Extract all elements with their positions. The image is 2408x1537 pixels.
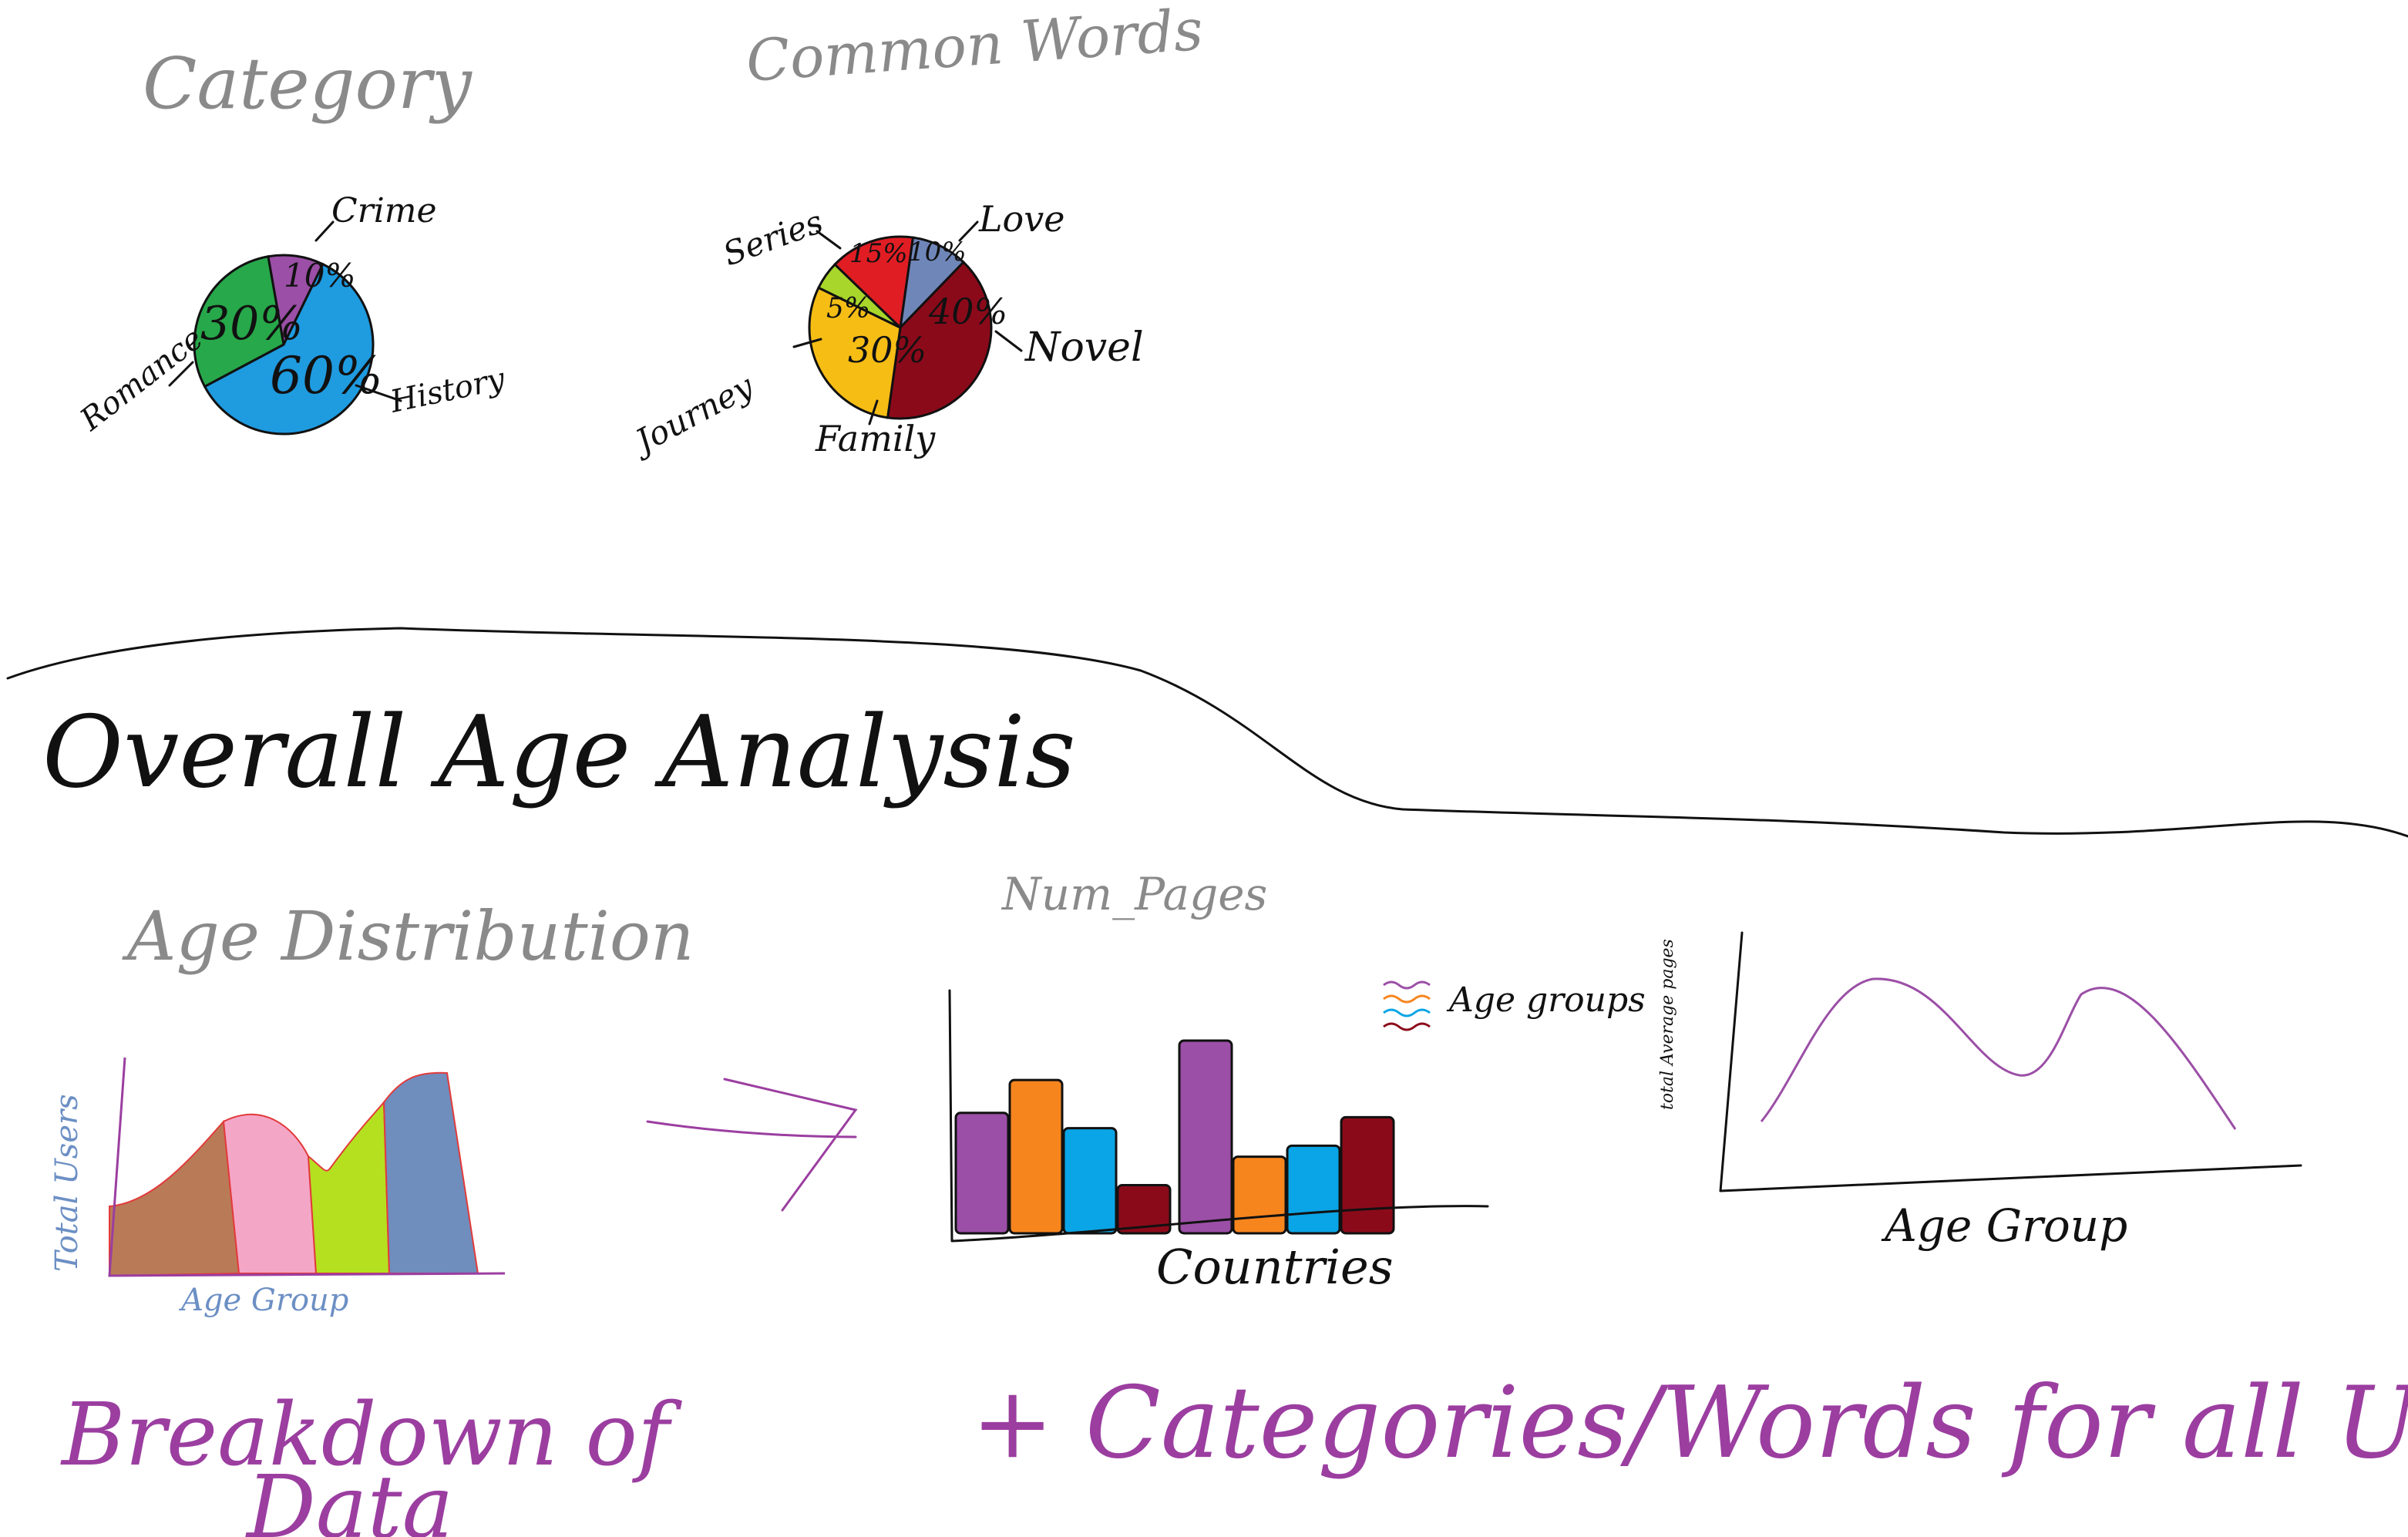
age-area-segment-1 [109,1119,240,1277]
breakdown-note-continued: Data [245,1458,453,1537]
countries-axis-label: Countries [1156,1239,1394,1295]
total-users-axis-label: Total Users [49,1094,85,1272]
age-distribution-areas [109,1071,479,1277]
pie-slice-novel [886,260,993,420]
legend-title: Age groups [1446,980,1646,1020]
bar-group-2-series-4 [1340,1115,1395,1235]
line-chart-y-label: total Average pages [1658,939,1677,1110]
average-pages-line-chart: total Average pages Age Group [1658,931,2302,1252]
category-pie-chart: Category 10% 60% 30% Crime History Roman… [73,42,509,438]
arrow-icon [646,1078,858,1212]
category-title: Category [143,42,473,125]
age-distribution-axes [108,1057,506,1277]
common-words-pie-slices [808,235,993,420]
romance-label: Romance [73,321,210,438]
novel-slice-value: 40% [928,291,1007,332]
pie-slice-family [808,286,902,419]
line-chart-axes [1719,931,2302,1192]
bar-group-1-series-4 [1116,1184,1172,1235]
love-label: Love [978,198,1064,240]
journey-label: Journey [624,367,761,463]
categories-words-note: + Categories/Words for all Users [971,1366,2408,1481]
legend-swatch-2 [1383,994,1431,1004]
age-distribution-title: Age Distribution [122,896,694,976]
age-groups-legend [1383,980,1431,1031]
age-area-segment-2 [222,1113,318,1274]
journey-slice-value: 5% [826,293,870,325]
common-words-title: Common Words [744,0,1205,95]
bar-group-2-series-2 [1232,1155,1287,1235]
age-area-segment-3 [307,1100,391,1274]
num-pages-axes [948,989,1489,1243]
breakdown-note: Breakdown of [60,1385,683,1485]
age-distribution-chart: Age Distribution Total Users Age Group [49,896,694,1318]
history-label: History [387,361,510,420]
series-label: Series [718,203,828,274]
num-pages-chart: Num_Pages Countries Age groups [948,868,1646,1295]
family-label: Family [815,418,936,459]
crime-slice-value: 10% [284,257,355,294]
line-chart-curve [1760,977,2237,1130]
history-slice-value: 60% [270,346,383,405]
legend-swatch-1 [1383,980,1431,990]
pie-slice-series [832,235,915,331]
romance-slice-value: 30% [200,297,303,351]
common-words-pie-chart: Common Words 10% 40% 30% 5% 15% Love Nov… [624,0,1206,463]
bar-group-2-series-3 [1286,1144,1341,1235]
pie-slice-history [203,262,375,436]
novel-label: Novel [1024,325,1144,371]
section-divider-line [6,627,2408,838]
crime-label: Crime [331,191,437,230]
age-area-segment-4 [382,1071,479,1274]
bar-group-1-series-3 [1062,1127,1118,1235]
num-pages-title: Num_Pages [1001,868,1267,920]
legend-swatch-4 [1383,1022,1431,1031]
family-slice-value: 30% [848,329,927,371]
pie-slice-romance [193,255,285,388]
series-slice-value: 15% [849,238,908,269]
category-pie-slices [193,254,375,436]
bar-group-1-series-2 [1008,1078,1064,1235]
age-group-axis-label: Age Group [178,1283,348,1318]
num-pages-bars [954,1039,1395,1235]
line-chart-x-label: Age Group [1881,1199,2127,1252]
legend-swatch-3 [1383,1008,1431,1017]
bar-group-1-series-1 [954,1112,1010,1235]
bar-group-2-series-1 [1178,1039,1233,1235]
overall-age-analysis-title: Overall Age Analysis [42,695,1076,810]
love-slice-value: 10% [908,237,967,267]
